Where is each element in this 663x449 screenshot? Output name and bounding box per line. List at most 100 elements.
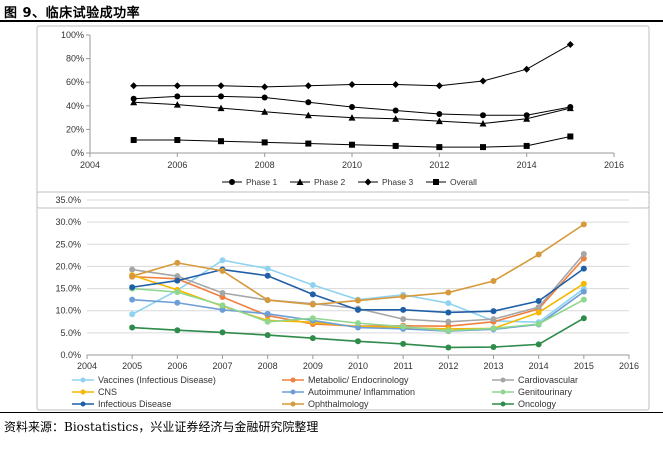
- chart2-data-point: [355, 338, 361, 345]
- chart1-data-point: [392, 81, 400, 89]
- chart2-x-tick-label: 2010: [348, 361, 368, 371]
- chart1-data-point: [218, 138, 224, 145]
- chart2-legend-item: Ophthalmology: [282, 399, 369, 409]
- chart2-data-point: [400, 316, 407, 323]
- chart2-data-point: [219, 302, 226, 309]
- chart1-data-point: [349, 103, 355, 110]
- chart2-data-point: [129, 266, 136, 273]
- chart2-x-tick-label: 2011: [393, 361, 412, 371]
- chart2-data-point: [219, 257, 226, 264]
- source-rule: [0, 412, 663, 413]
- chart2-data-point: [580, 296, 587, 303]
- chart2-legend-label: Cardiovascular: [518, 375, 578, 385]
- chart1-y-tick-label: 0%: [71, 148, 84, 158]
- chart2-data-point: [580, 288, 587, 295]
- chart1-legend-marker: [296, 178, 304, 185]
- chart1-data-point: [435, 82, 443, 90]
- chart2-legend-item: Vaccines (Infectious Disease): [72, 375, 216, 385]
- chart1-data-point: [567, 133, 574, 140]
- chart2-data-point: [535, 297, 542, 304]
- chart1-data-point: [217, 104, 225, 112]
- chart1-data-point: [261, 94, 268, 101]
- chart1-data-point: [436, 111, 443, 118]
- chart2-data-point: [580, 265, 587, 272]
- chart2-x-tick-label: 2015: [574, 361, 594, 371]
- chart2-data-point: [490, 325, 497, 332]
- chart2-data-point: [490, 344, 497, 351]
- chart2-data-point: [535, 309, 542, 316]
- chart1-legend-item: Phase 1: [222, 177, 277, 187]
- chart2-data-point: [129, 284, 136, 291]
- chart1-legend-label: Overall: [450, 177, 477, 187]
- chart2-data-point: [355, 297, 361, 304]
- chart1-x-tick-label: 2004: [80, 160, 100, 170]
- chart1-data-point: [130, 137, 137, 144]
- chart2-data-point: [129, 296, 136, 303]
- chart1-legend-label: Phase 1: [246, 177, 277, 187]
- chart2-data-point: [355, 306, 361, 313]
- chart2-data-point: [490, 308, 497, 315]
- figure-title: 图 9、临床试验成功率: [4, 6, 141, 21]
- chart2-legend-item: Infectious Disease: [72, 399, 172, 409]
- chart2-legend-label: Infectious Disease: [98, 399, 172, 409]
- chart1-data-point: [261, 108, 269, 115]
- chart2-data-point: [535, 304, 542, 311]
- chart1-x-tick-label: 2008: [255, 160, 275, 170]
- chart2-x-tick-label: 2006: [167, 361, 187, 371]
- chart2-data-point: [174, 327, 181, 334]
- chart2-x-tick-label: 2009: [303, 361, 323, 371]
- chart1-data-point: [523, 112, 530, 119]
- chart1-y-tick-label: 80%: [66, 54, 84, 64]
- chart2-frame: [36, 191, 650, 411]
- chart2-data-point: [219, 290, 226, 296]
- chart2-data-point: [355, 320, 361, 327]
- chart2-legend-label: CNS: [98, 387, 117, 397]
- chart1-data-point: [566, 40, 574, 48]
- chart2-data-point: [445, 318, 452, 325]
- chart2-data-point: [309, 282, 316, 289]
- chart2-y-tick-label: 5.0%: [60, 328, 81, 338]
- chart1-data-point: [479, 77, 487, 85]
- chart1-data-point: [523, 142, 530, 149]
- chart1-frame: [36, 25, 650, 209]
- chart1-x-tick-label: 2010: [342, 160, 362, 170]
- chart2-x-tick-label: 2016: [619, 361, 639, 371]
- chart2-data-point: [264, 310, 271, 317]
- chart2-data-point: [309, 335, 316, 342]
- chart1-data-point: [480, 112, 486, 119]
- chart2-data-point: [129, 311, 136, 318]
- chart1-y-tick-label: 20%: [66, 124, 84, 134]
- chart2-legend-marker: [290, 377, 296, 383]
- chart2-legend-item: Genitourinary: [492, 387, 573, 397]
- chart2-series-oncology: [129, 315, 587, 351]
- chart1-data-point: [392, 115, 400, 122]
- chart2-legend-marker: [500, 401, 506, 407]
- chart2-x-tick-label: 2005: [122, 361, 142, 371]
- chart2-data-point: [309, 291, 316, 298]
- chart2-data-point: [174, 259, 181, 266]
- chart2-data-point: [580, 251, 587, 258]
- source-note: 资料来源：Biostatistics，兴业证券经济与金融研究院整理: [4, 420, 319, 434]
- chart2-y-tick-label: 15.0%: [55, 284, 81, 294]
- therapeutic-area-success-chart: 0.0% 5.0% 10.0% 15.0% 20.0% 25.0% 30.0% 35.0% 20…: [36, 191, 650, 411]
- chart2-legend-label: Oncology: [518, 399, 557, 409]
- chart2-x-tick-label: 2007: [212, 361, 232, 371]
- chart1-data-point: [174, 93, 181, 100]
- chart2-data-point: [490, 316, 497, 323]
- chart1-data-point: [523, 115, 531, 122]
- chart2-data-point: [129, 273, 136, 280]
- chart2-legend-item: Oncology: [492, 399, 557, 409]
- chart2-data-point: [309, 301, 316, 308]
- chart1-legend-label: Phase 3: [382, 177, 413, 187]
- chart1-data-point: [392, 142, 399, 149]
- chart2-data-point: [264, 272, 271, 279]
- chart1-data-point: [218, 93, 224, 100]
- chart2-x-tick-label: 2014: [529, 361, 549, 371]
- chart1-data-point: [305, 99, 312, 106]
- chart1-data-point: [130, 98, 138, 106]
- chart2-y-tick-label: 20.0%: [55, 261, 81, 271]
- chart2-y-tick-label: 0.0%: [60, 350, 81, 360]
- chart1-data-point: [392, 107, 399, 114]
- chart2-legend-item: Autoimmune/ Inflammation: [282, 387, 415, 397]
- chart2-y-tick-label: 10.0%: [55, 306, 81, 316]
